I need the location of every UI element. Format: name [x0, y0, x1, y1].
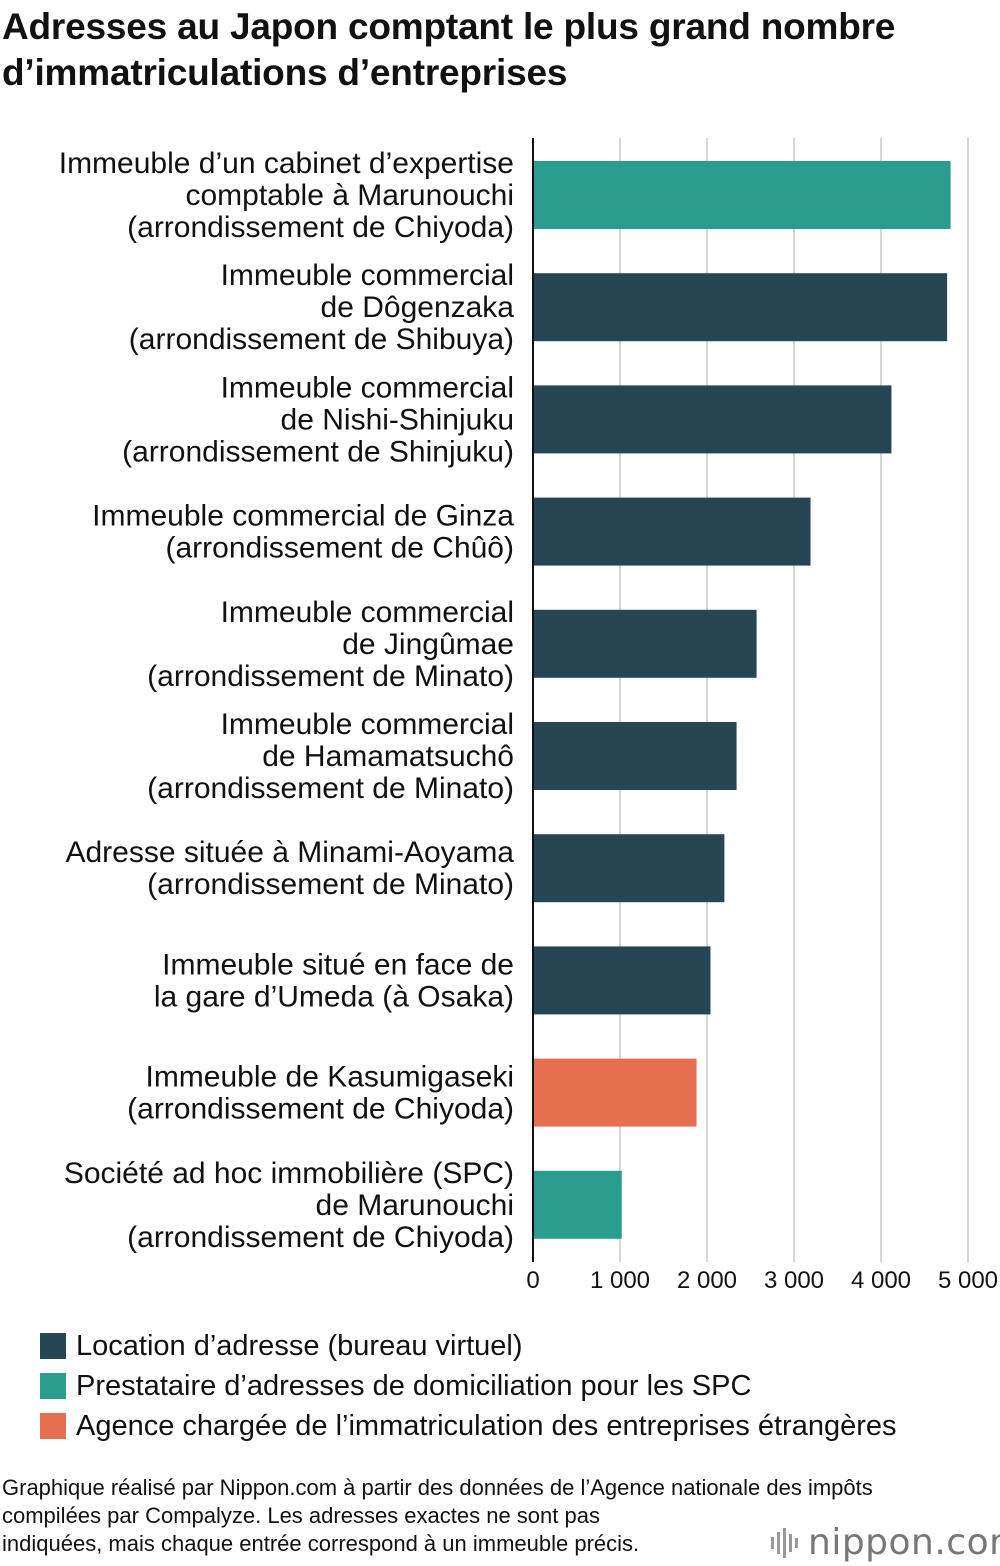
- legend-label: Location d’adresse (bureau virtuel): [76, 1329, 523, 1362]
- legend-label: Agence chargée de l’immatriculation des …: [76, 1409, 897, 1442]
- category-label-line: Immeuble d’un cabinet d’expertise: [59, 147, 514, 180]
- category-label-line: (arrondissement de Chûô): [165, 532, 514, 565]
- category-label-line: de Marunouchi: [316, 1189, 514, 1222]
- legend-swatch: [40, 1373, 66, 1399]
- category-label-line: comptable à Marunouchi: [185, 179, 514, 212]
- category-label-line: (arrondissement de Chiyoda): [127, 1093, 514, 1126]
- category-label-line: Immeuble commercial de Ginza: [92, 500, 514, 533]
- category-label-line: la gare d’Umeda (à Osaka): [154, 980, 514, 1013]
- x-tick-label: 3 000: [764, 1267, 824, 1294]
- category-label-line: Immeuble situé en face de: [162, 948, 514, 981]
- soundwave-logo-icon: [771, 1527, 798, 1558]
- category-label-line: de Dôgenzaka: [321, 291, 515, 324]
- bar: [534, 497, 811, 566]
- x-tick-label: 0: [526, 1267, 539, 1294]
- category-label: Adresse située à Minami-Aoyama(arrondiss…: [65, 836, 514, 901]
- legend-label: Prestataire d’adresses de domiciliation …: [76, 1369, 752, 1402]
- bar: [534, 273, 948, 342]
- logo-text: nippon.com: [808, 1522, 1000, 1563]
- source-note: Graphique réalisé par Nippon.com à parti…: [2, 1474, 997, 1558]
- category-label: Immeuble commercial de Ginza(arrondissem…: [92, 500, 514, 565]
- category-label-line: (arrondissement de Minato): [147, 660, 514, 693]
- bar: [534, 609, 757, 678]
- category-label-line: Immeuble commercial: [221, 708, 514, 741]
- bar: [534, 1058, 697, 1127]
- nippon-logo: nippon.com: [770, 1522, 1000, 1563]
- x-tick-labels: 0 1 000 2 000 3 000 4 000 5 000: [526, 1267, 998, 1294]
- legend-item: Location d’adresse (bureau virtuel): [40, 1326, 897, 1366]
- x-tick-label: 5 000: [938, 1267, 998, 1294]
- category-label-line: (arrondissement de Minato): [147, 772, 514, 805]
- source-line: Graphique réalisé par Nippon.com à parti…: [2, 1475, 873, 1500]
- legend: Location d’adresse (bureau virtuel) Prest…: [40, 1326, 897, 1446]
- category-label: Immeuble de Kasumigaseki(arrondissement …: [127, 1061, 514, 1126]
- category-label: Immeuble d’un cabinet d’expertisecomptab…: [59, 147, 514, 244]
- bar: [534, 161, 951, 229]
- category-label-line: (arrondissement de Chiyoda): [127, 211, 514, 244]
- category-label-line: Immeuble de Kasumigaseki: [145, 1061, 514, 1094]
- bar: [534, 1170, 622, 1239]
- category-label-line: de Hamamatsuchô: [262, 740, 514, 773]
- x-tick-label: 2 000: [677, 1267, 737, 1294]
- bar: [534, 834, 725, 903]
- category-label-line: Immeuble commercial: [221, 371, 514, 404]
- category-label-line: de Jingûmae: [342, 628, 514, 661]
- chart-title: Adresses au Japon comptant le plus grand…: [2, 6, 896, 93]
- bar: [534, 722, 737, 790]
- legend-item: Agence chargée de l’immatriculation des …: [40, 1406, 897, 1446]
- category-label-line: de Nishi-Shinjuku: [281, 403, 514, 436]
- category-label-line: (arrondissement de Minato): [147, 868, 514, 901]
- bar: [534, 946, 711, 1015]
- category-labels: Immeuble d’un cabinet d’expertisecomptab…: [59, 147, 515, 1254]
- category-label-line: Immeuble commercial: [221, 259, 514, 292]
- legend-swatch: [40, 1333, 66, 1359]
- category-label-line: Société ad hoc immobilière (SPC): [64, 1157, 514, 1190]
- category-label-line: Immeuble commercial: [221, 596, 514, 629]
- x-tick-label: 1 000: [590, 1267, 650, 1294]
- source-line: compilées par Compalyze. Les adresses ex…: [2, 1503, 600, 1528]
- legend-item: Prestataire d’adresses de domiciliation …: [40, 1366, 897, 1406]
- x-tick-label: 4 000: [851, 1267, 911, 1294]
- category-label-line: (arrondissement de Shibuya): [129, 323, 514, 356]
- bar: [534, 385, 892, 454]
- bar-chart: Immeuble d’un cabinet d’expertisecomptab…: [59, 138, 998, 1294]
- category-label-line: Adresse située à Minami-Aoyama: [65, 836, 514, 869]
- legend-swatch: [40, 1413, 66, 1439]
- category-label-line: (arrondissement de Shinjuku): [122, 435, 514, 468]
- category-label-line: (arrondissement de Chiyoda): [127, 1221, 514, 1254]
- category-label: Société ad hoc immobilière (SPC)de Marun…: [64, 1157, 514, 1254]
- source-line: indiquées, mais chaque entrée correspond…: [2, 1531, 640, 1556]
- bars: [534, 161, 951, 1239]
